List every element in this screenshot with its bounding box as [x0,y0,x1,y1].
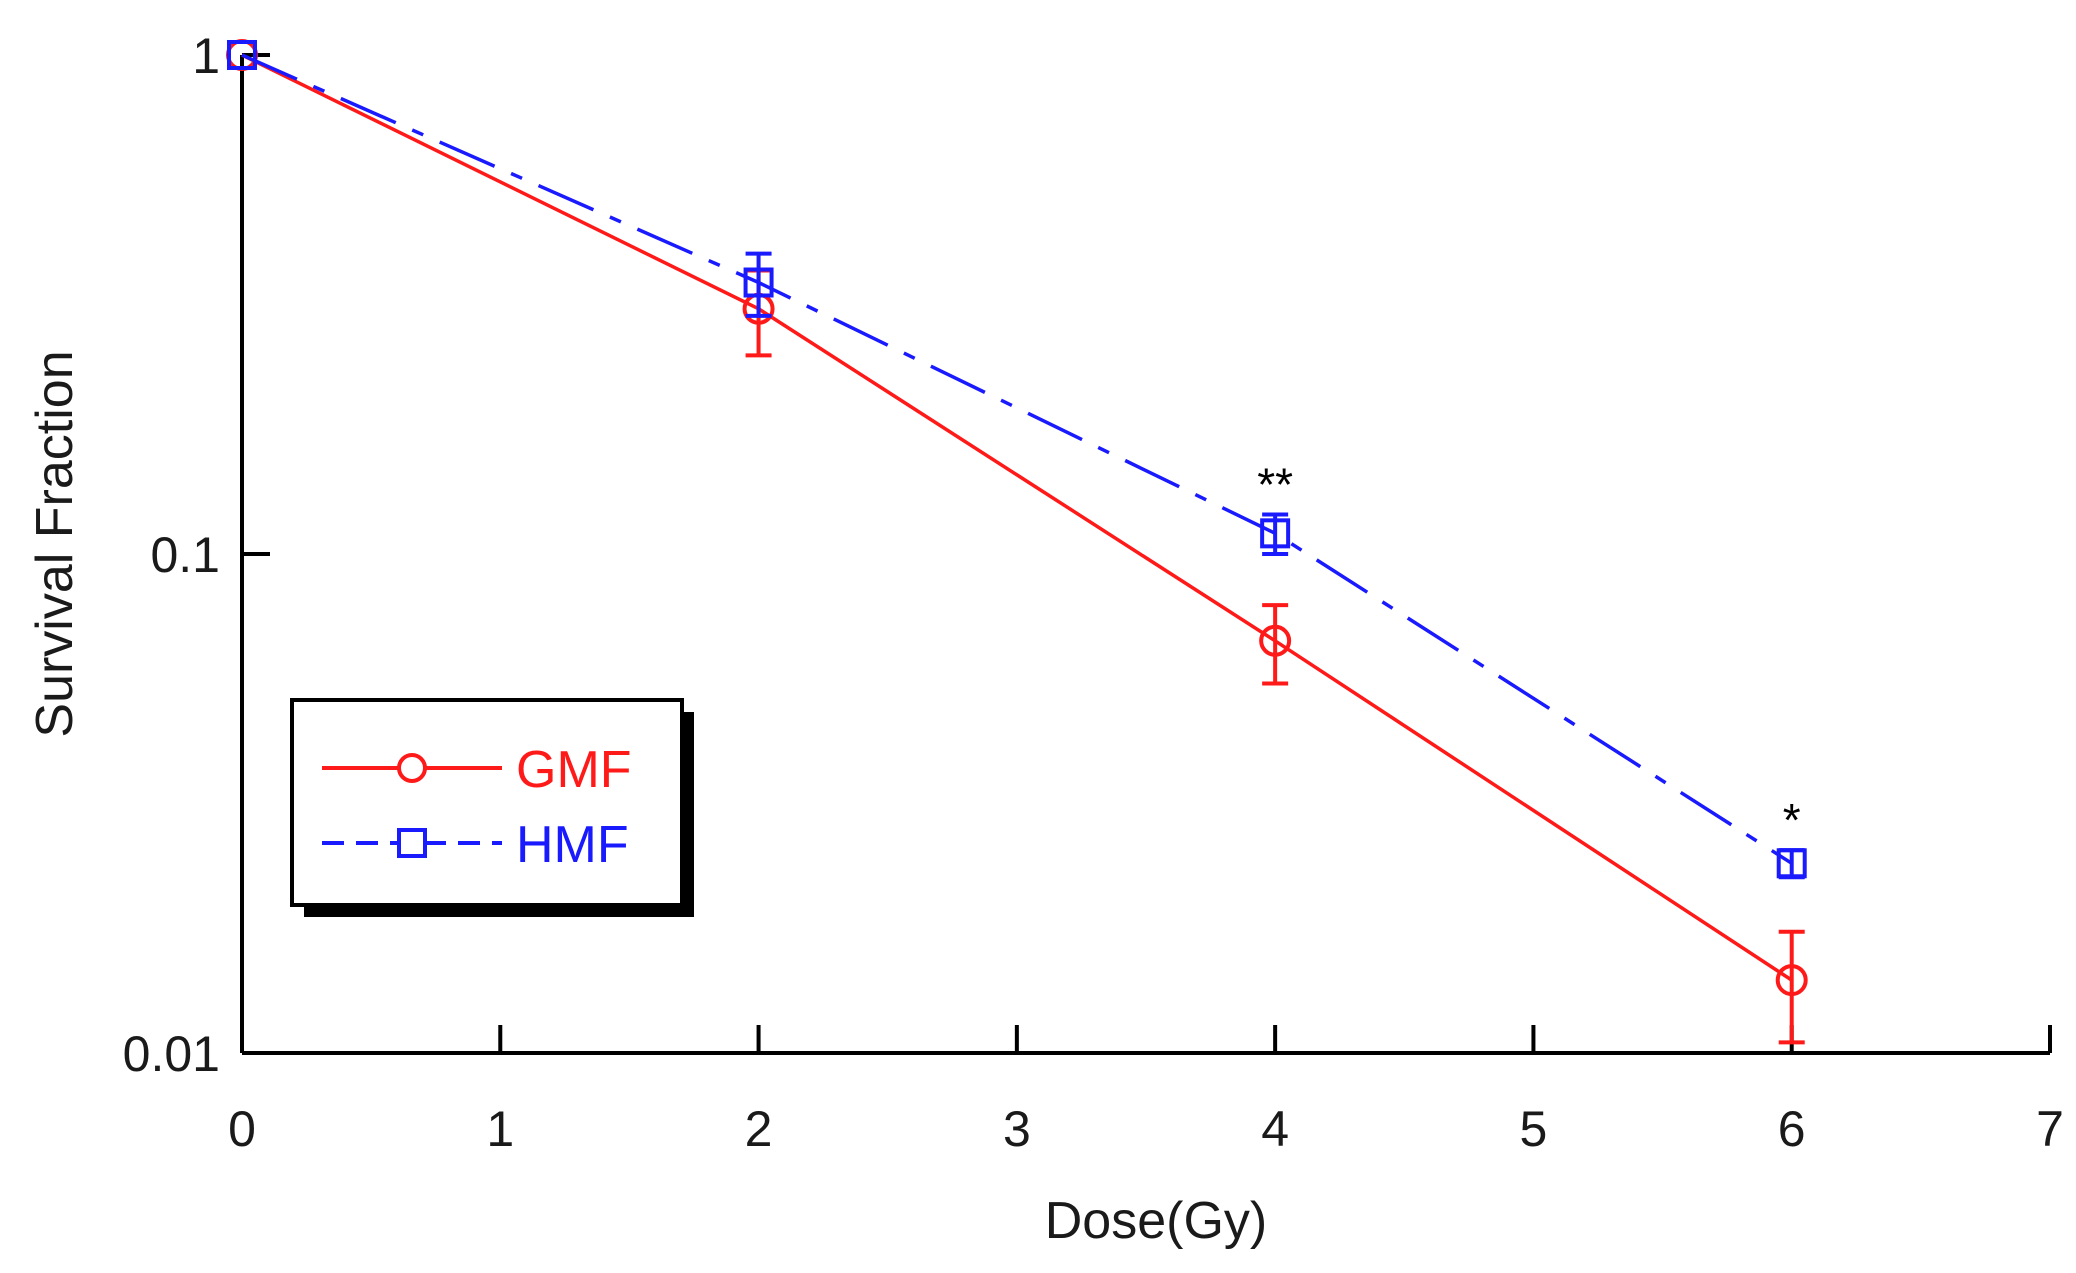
legend-item-gmf: GMF [322,741,632,799]
x-tick-label: 2 [745,1101,773,1157]
legend-marker [397,828,427,858]
x-tick-label: 4 [1261,1101,1289,1157]
data-point [1259,624,1292,657]
axes: 0 1 2 3 4 5 6 7 0.01 0.1 1 [123,28,2064,1157]
x-tick-label: 0 [228,1101,256,1157]
y-tick-label: 0.01 [123,1026,220,1082]
x-tick-label: 1 [486,1101,514,1157]
y-tick-label: 1 [192,28,220,84]
x-tick-label: 3 [1003,1101,1031,1157]
y-ticks: 0.01 0.1 1 [123,28,270,1082]
legend-items: GMF HMF [322,741,632,874]
x-tick-label: 7 [2036,1101,2064,1157]
legend-box [290,698,684,907]
y-axis-title: Survival Fraction [26,350,84,737]
series-line [241,53,1793,865]
data-point [1775,964,1808,997]
data-point [743,267,774,298]
legend-label: GMF [516,741,632,799]
data-point [1776,848,1807,879]
legend: GMF HMF [290,698,694,917]
x-tick-label: 5 [1520,1101,1548,1157]
significance-marker: ** [1257,458,1293,510]
legend-marker [397,753,427,783]
annotations: *** [1257,458,1801,846]
y-tick-label: 0.1 [150,527,220,583]
series-layer [226,39,1808,1045]
series-gmf [226,39,1808,1045]
legend-item-hmf: HMF [322,816,629,874]
data-point [1260,518,1291,549]
data-point [227,40,257,70]
x-axis-title: Dose(Gy) [1045,1192,1267,1250]
x-ticks: 0 1 2 3 4 5 6 7 [228,1025,2064,1157]
x-tick-label: 6 [1778,1101,1806,1157]
series-line [241,53,1793,982]
significance-marker: * [1783,794,1801,846]
series-hmf [227,40,1807,880]
legend-label: HMF [516,816,629,874]
